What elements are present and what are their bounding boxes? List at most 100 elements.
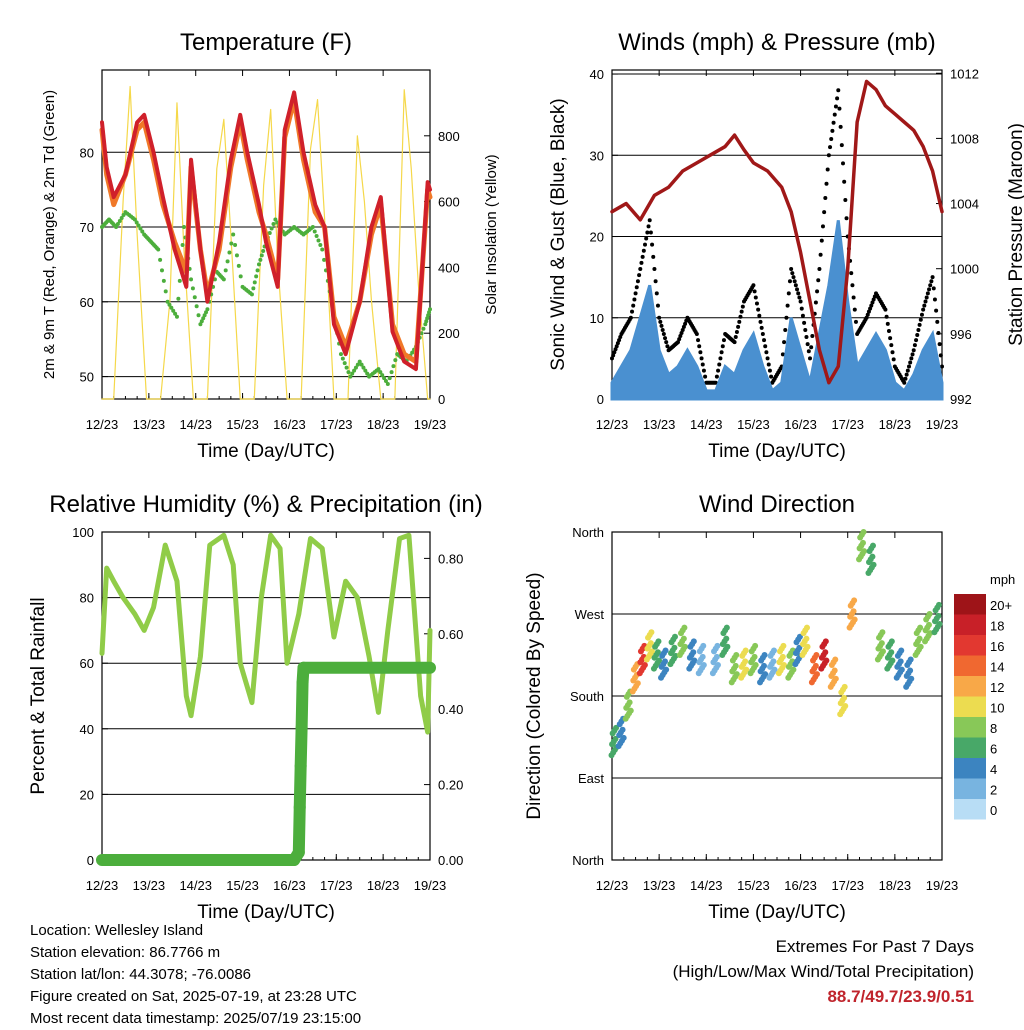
gust-point [938, 353, 943, 358]
gust-point [904, 372, 909, 377]
panel0-y2tick-label: 400 [438, 260, 460, 275]
direction-point [724, 643, 731, 650]
gust-point [824, 181, 829, 186]
direction-point [813, 671, 820, 678]
panel3-xtick-label: 14/23 [690, 878, 723, 893]
gust-point [902, 380, 907, 385]
gust-point [680, 327, 685, 332]
dewpoint-point [314, 233, 319, 238]
panel0-xtick-label: 14/23 [179, 417, 212, 432]
direction-point [813, 652, 820, 658]
direction-point [850, 608, 857, 615]
dewpoint-point [355, 362, 360, 367]
gust-point [763, 344, 768, 349]
direction-point [680, 635, 687, 642]
gust-point [640, 254, 645, 259]
colorbar-label: 8 [990, 721, 997, 736]
colorbar-label: 14 [990, 660, 1004, 675]
gust-point [717, 362, 722, 367]
direction-point [935, 612, 942, 619]
gust-point [928, 283, 933, 288]
gust-point [809, 345, 814, 350]
solar-series-line [101, 85, 431, 400]
gust-point [829, 137, 834, 142]
dewpoint-point [171, 308, 176, 313]
colorbar-label: 16 [990, 639, 1004, 654]
gust-point [703, 374, 708, 379]
dewpoint-point [391, 364, 396, 369]
gust-point [795, 287, 800, 292]
dewpoint-point [115, 222, 120, 227]
panel1-frame [611, 69, 943, 400]
panel1-y2tick-label: 1012 [950, 66, 979, 81]
direction-point [832, 656, 839, 663]
gust-point [818, 252, 823, 257]
gust-point [660, 327, 665, 332]
gust-point [884, 314, 889, 319]
gust-point [681, 324, 686, 329]
colorbar-swatch [954, 799, 986, 820]
gust-point [766, 362, 771, 367]
gust-point [844, 216, 849, 221]
direction-point [869, 553, 876, 560]
direction-point [898, 666, 905, 673]
gust-point [866, 309, 871, 314]
panel0-ytick-label: 70 [80, 220, 94, 235]
dewpoint-point [182, 225, 186, 230]
direction-point [648, 629, 655, 636]
gust-point [782, 340, 787, 345]
dewpoint-point [114, 225, 119, 230]
gust-point [806, 349, 811, 354]
direction-point [641, 662, 648, 669]
dewpoint-point [378, 370, 383, 375]
dewpoint-point [346, 370, 351, 375]
gust-point [765, 356, 770, 361]
precip-point [293, 801, 306, 814]
dewpoint-point [353, 365, 358, 370]
gust-point [658, 319, 663, 324]
gust-point [618, 335, 623, 340]
gust-point [791, 275, 796, 280]
gust-point [615, 341, 620, 346]
colorbar-swatch [954, 614, 986, 635]
dewpoint-point [376, 367, 381, 372]
panel1-title: Winds (mph) & Pressure (mb) [618, 29, 935, 56]
gust-point [783, 327, 788, 332]
colorbar-label: 6 [990, 742, 997, 757]
direction-point [620, 734, 627, 741]
gust-point [919, 312, 924, 317]
dewpoint-point [393, 358, 398, 363]
gust-point [650, 242, 655, 247]
direction-point [841, 683, 848, 690]
panel3-ytick-label: North [572, 853, 604, 868]
panel0-xtick-label: 15/23 [226, 417, 259, 432]
gust-point [630, 309, 635, 314]
dewpoint-point [383, 379, 388, 384]
dewpoint-point [194, 304, 199, 309]
direction-point [804, 643, 811, 650]
direction-point [760, 662, 767, 669]
direction-point [803, 635, 810, 642]
gust-point [767, 368, 772, 373]
dewpoint-point [227, 250, 232, 255]
dewpoint-point [158, 257, 163, 262]
direction-point [780, 642, 787, 649]
gust-point [787, 279, 792, 284]
gust-point [700, 362, 705, 367]
direction-point [907, 656, 914, 663]
panel2-xtick-label: 16/23 [273, 878, 306, 893]
gust-point [823, 195, 828, 200]
gust-point [751, 283, 756, 288]
dewpoint-point [316, 238, 321, 243]
gust-point [843, 197, 848, 202]
gust-point [718, 356, 723, 361]
gust-point [645, 230, 650, 235]
direction-point [723, 635, 730, 642]
panel2-y2tick-label: 0.60 [438, 627, 463, 642]
gust-point [816, 278, 821, 283]
gust-point [789, 267, 794, 272]
direction-point [742, 647, 749, 654]
gust-point [611, 353, 616, 358]
colorbar-swatch [954, 676, 986, 697]
colorbar-label: 18 [990, 619, 1004, 634]
